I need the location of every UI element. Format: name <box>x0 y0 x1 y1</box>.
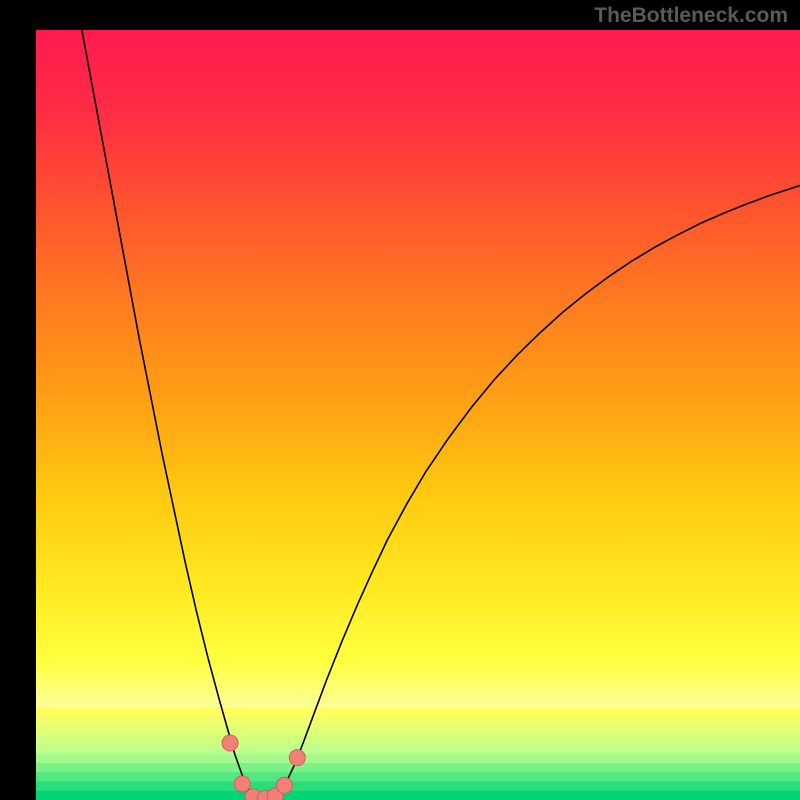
green-band <box>36 708 800 800</box>
plot-svg <box>36 30 800 800</box>
curve-marker <box>234 776 250 792</box>
plot-area <box>36 30 800 800</box>
curve-marker <box>289 750 305 766</box>
green-band-strip <box>36 717 800 727</box>
green-band-strip <box>36 726 800 736</box>
green-band-strip <box>36 708 800 718</box>
green-band-strip <box>36 763 800 773</box>
watermark-text: TheBottleneck.com <box>594 4 788 28</box>
green-band-strip <box>36 782 800 792</box>
green-band-strip <box>36 754 800 764</box>
green-band-strip <box>36 745 800 755</box>
green-band-strip <box>36 735 800 745</box>
green-band-strip <box>36 772 800 782</box>
curve-marker <box>276 777 292 793</box>
green-band-strip <box>36 791 800 800</box>
gradient-background <box>36 30 800 800</box>
curve-marker <box>222 735 238 751</box>
